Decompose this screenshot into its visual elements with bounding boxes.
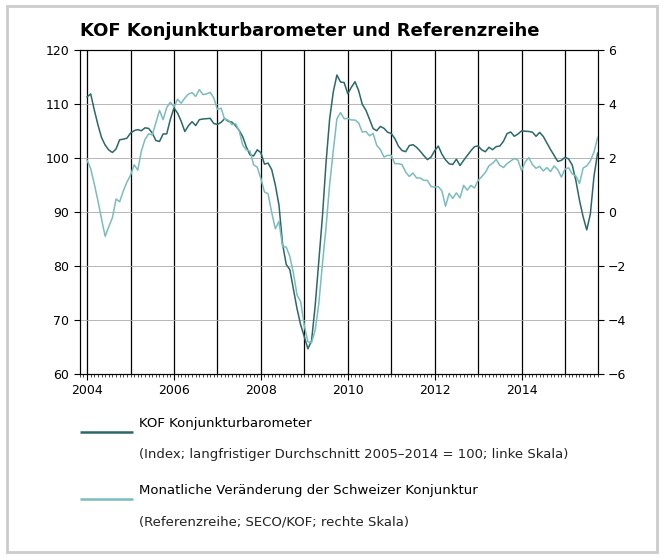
Text: KOF Konjunkturbarometer und Referenzreihe: KOF Konjunkturbarometer und Referenzreih… <box>80 22 539 40</box>
Text: Monatliche Veränderung der Schweizer Konjunktur: Monatliche Veränderung der Schweizer Kon… <box>139 484 478 497</box>
Text: KOF Konjunkturbarometer: KOF Konjunkturbarometer <box>139 417 312 430</box>
Text: (Index; langfristiger Durchschnitt 2005–2014 = 100; linke Skala): (Index; langfristiger Durchschnitt 2005–… <box>139 448 569 461</box>
Text: (Referenzreihe; SECO/KOF; rechte Skala): (Referenzreihe; SECO/KOF; rechte Skala) <box>139 515 410 528</box>
